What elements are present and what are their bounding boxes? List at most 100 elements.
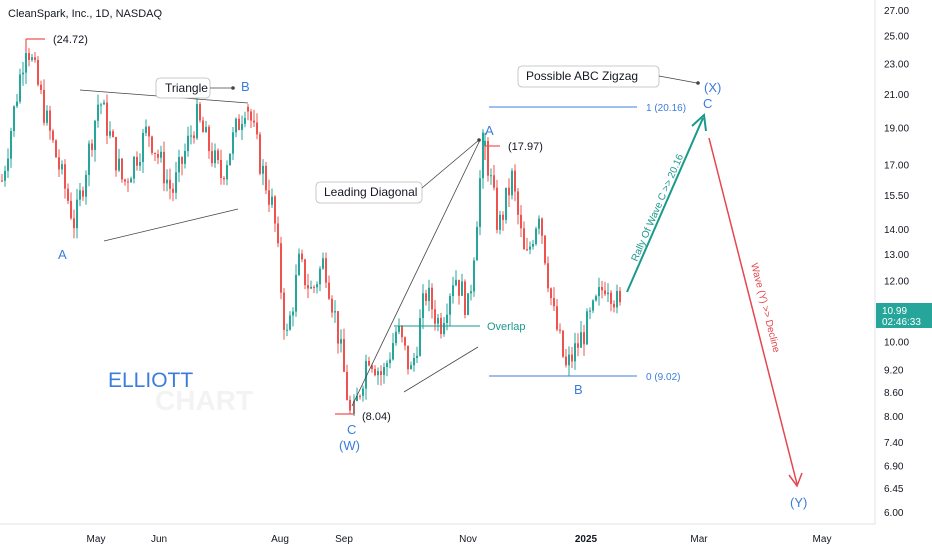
candle-body	[97, 104, 99, 121]
x-tick-label: Sep	[335, 534, 353, 545]
candle-body	[484, 140, 486, 146]
leading-diagonal-label: Leading Diagonal	[324, 185, 417, 199]
candle-body	[196, 103, 198, 139]
candle-body	[595, 296, 597, 301]
candle-body	[202, 120, 204, 133]
candle-body	[607, 292, 609, 295]
candle-body	[392, 343, 394, 360]
candle-body	[91, 143, 93, 150]
candle-body	[76, 199, 78, 229]
candle-body	[473, 260, 475, 292]
y-tick-label: 15.50	[884, 191, 909, 202]
price-tag-value: 10.99	[882, 306, 907, 317]
x-tick-label: Mar	[690, 534, 708, 545]
candle-body	[16, 101, 18, 107]
triangle-label: Triangle	[165, 81, 208, 95]
candle-body	[586, 311, 588, 345]
y-tick-label: 10.00	[884, 338, 909, 349]
candle-body	[280, 243, 282, 293]
candle-body	[262, 165, 264, 174]
candle-body	[307, 285, 309, 289]
candle-body	[217, 150, 219, 161]
candle-body	[46, 110, 48, 123]
candle-body	[490, 175, 492, 177]
candle-body	[416, 355, 418, 359]
candle-body	[523, 228, 525, 250]
candle-body	[532, 244, 534, 247]
fib-1-label: 1 (20.16)	[646, 103, 686, 114]
wave-x-label: (X)	[704, 80, 721, 95]
candle-body	[85, 174, 87, 197]
candle-body	[553, 298, 555, 307]
candle-body	[175, 172, 177, 193]
candle-body	[514, 170, 516, 192]
y-tick-label: 7.40	[884, 438, 904, 449]
wave-b-label: B	[574, 382, 583, 397]
candle-body	[604, 290, 606, 295]
candle-body	[470, 291, 472, 294]
candle-body	[493, 175, 495, 188]
candle-body	[413, 358, 415, 366]
candle-body	[395, 331, 397, 344]
candle-body	[265, 165, 267, 191]
candle-body	[118, 158, 120, 171]
candle-body	[112, 131, 114, 138]
zigzag-label: Possible ABC Zigzag	[526, 69, 638, 83]
candle-body	[10, 131, 12, 159]
candle-body	[337, 311, 339, 344]
candle-body	[115, 137, 117, 171]
candle-body	[73, 218, 75, 229]
candle-body	[589, 310, 591, 312]
candle-body	[199, 103, 201, 121]
candle-body	[142, 132, 144, 162]
wave-w-low: (8.04) C (W)	[335, 400, 391, 453]
candle-body	[148, 126, 150, 137]
watermark-chart: CHART	[155, 385, 253, 416]
price-tag-countdown: 02:46:33	[882, 317, 921, 328]
candle-body	[359, 395, 361, 397]
candle-body	[508, 187, 510, 196]
candle-body	[136, 156, 138, 166]
candle-body	[476, 226, 478, 261]
candle-body	[226, 165, 228, 180]
candle-body	[211, 151, 213, 164]
candle-body	[544, 235, 546, 264]
triangle-pattern: Triangle B A	[58, 77, 250, 262]
y-tick-label: 12.00	[884, 277, 909, 288]
candle-body	[187, 135, 189, 151]
y-tick-label: 13.00	[884, 250, 909, 261]
candle-body	[235, 118, 237, 133]
candle-body	[619, 291, 621, 303]
candle-body	[271, 196, 273, 205]
y-tick-label: 6.90	[884, 461, 904, 472]
x-tick-label: May	[813, 534, 832, 545]
candle-body	[55, 140, 57, 158]
candle-body	[19, 74, 21, 102]
candle-body	[4, 170, 6, 181]
candle-body	[464, 281, 466, 315]
candle-body	[356, 395, 358, 402]
candlestick-series	[1, 47, 621, 416]
candle-body	[133, 156, 135, 179]
candle-body	[160, 151, 162, 158]
candle-body	[139, 161, 141, 166]
wave-c-label: C	[347, 422, 356, 437]
candle-body	[178, 157, 180, 173]
candle-body	[541, 218, 543, 236]
rally-projection: Rally Of Wave C >> 20.16	[626, 112, 707, 293]
zigzag-annotation: Possible ABC Zigzag (X) C	[517, 65, 721, 111]
leading-diagonal: Leading Diagonal A (17.97)	[315, 123, 543, 407]
candle-body	[130, 178, 132, 183]
candle-body	[505, 187, 507, 220]
candle-body	[511, 170, 513, 196]
candle-body	[223, 177, 225, 180]
candle-body	[166, 179, 168, 184]
price-tag: 10.99 02:46:33	[876, 303, 932, 328]
candle-body	[22, 72, 24, 75]
candle-body	[304, 259, 306, 286]
candle-body	[1, 180, 3, 182]
candle-body	[232, 132, 234, 154]
candle-body	[181, 157, 183, 164]
time-axis: May Jun Aug Sep Nov 2025 Mar May	[87, 534, 832, 545]
x-tick-label: Nov	[459, 534, 477, 545]
